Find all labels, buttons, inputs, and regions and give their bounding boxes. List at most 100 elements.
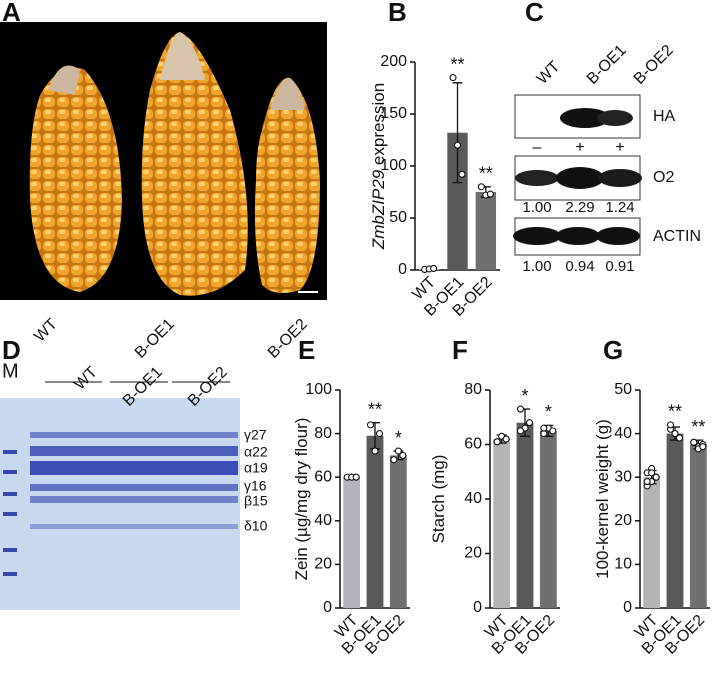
blot-row-label: HA [653, 108, 676, 125]
bar [666, 433, 684, 608]
actin-ratio: 0.94 [565, 258, 594, 275]
blot-band [598, 169, 642, 187]
y-tick-label: 150 [380, 105, 407, 122]
data-point [643, 478, 651, 486]
y-tick-label: 20 [614, 512, 632, 529]
significance: * [395, 428, 402, 448]
band-label: β15 [244, 493, 268, 509]
treatment: – [533, 139, 542, 156]
lane-label: B-OE2 [631, 42, 677, 88]
y-axis-label: 100-kernel weight (g) [593, 419, 612, 579]
photo-label: WT [31, 316, 61, 346]
o2-ratio: 1.00 [522, 199, 551, 216]
y-tick-label: 40 [464, 490, 482, 507]
panel-label: F [452, 335, 468, 365]
bar [516, 422, 534, 608]
significance: * [545, 402, 552, 422]
lane-label: WT [71, 364, 101, 394]
panel-label: A [2, 0, 21, 27]
data-point [399, 451, 407, 459]
y-tick-label: 200 [380, 53, 407, 70]
lane-label: B-OE1 [584, 42, 630, 88]
y-tick-label: 0 [323, 599, 332, 616]
blot-band [597, 110, 633, 126]
marker-label: M [2, 360, 19, 382]
y-axis-label-text: 100-kernel weight (g) [593, 419, 612, 579]
data-point [648, 469, 656, 477]
data-point [671, 430, 679, 438]
y-axis-label: ZmbZIP29 expression [369, 83, 388, 250]
y-tick-label: 0 [623, 599, 632, 616]
significance: ** [450, 54, 464, 74]
blot-band [560, 108, 610, 128]
treatment: + [615, 139, 624, 156]
y-axis-label: Starch (mg) [429, 455, 448, 544]
blot-row-label: O2 [653, 169, 674, 186]
panel-label: E [298, 335, 315, 365]
corn-tip [270, 77, 305, 110]
data-point [394, 447, 402, 455]
actin-ratio: 1.00 [522, 258, 551, 275]
blot-row-label: ACTIN [653, 228, 701, 245]
y-tick-label: 30 [614, 468, 632, 485]
y-tick-label: 20 [314, 556, 332, 573]
data-point [453, 141, 462, 149]
gel [0, 398, 240, 610]
panel-label: G [603, 335, 623, 365]
panel-label: C [525, 0, 544, 27]
o2-ratio: 2.29 [565, 199, 594, 216]
y-axis-label-gene: ZmbZIP29 [369, 169, 388, 250]
data-point [516, 427, 525, 435]
y-axis-label-text: Starch (mg) [429, 455, 448, 544]
y-tick-label: 0 [473, 599, 482, 616]
y-tick-label: 40 [614, 425, 632, 442]
bar [343, 477, 361, 608]
band-label: α22 [244, 444, 268, 460]
y-tick-label: 0 [398, 261, 407, 278]
y-tick-label: 10 [614, 556, 632, 573]
y-tick-label: 60 [314, 468, 332, 485]
y-axis-label-text: Zein (µg/mg dry flour) [292, 418, 311, 581]
corn-tip [48, 65, 80, 95]
data-point [486, 190, 494, 198]
blot-band [513, 227, 561, 245]
data-point [699, 443, 707, 451]
band-label: γ27 [244, 427, 267, 443]
corn-ear [141, 32, 248, 296]
y-tick-label: 80 [314, 425, 332, 442]
data-point [449, 74, 457, 82]
band-label: δ10 [244, 518, 268, 534]
data-point [525, 419, 534, 427]
lane-label: WT [534, 58, 564, 88]
y-tick-label: 60 [464, 436, 482, 453]
data-point [371, 447, 379, 455]
band-label: α19 [244, 460, 268, 476]
data-point [375, 430, 384, 438]
blot-band [556, 167, 604, 189]
y-tick-label: 100 [305, 381, 332, 398]
data-point [502, 435, 510, 443]
corn-ear [29, 67, 122, 293]
data-point [652, 473, 660, 481]
bar [447, 132, 468, 270]
significance: ** [368, 399, 382, 419]
band-label: γ16 [244, 478, 267, 494]
actin-ratio: 0.91 [605, 258, 634, 275]
error-bar [452, 82, 463, 184]
bar [689, 444, 707, 608]
data-point [666, 421, 675, 429]
blot-band [556, 227, 600, 245]
bar [366, 435, 384, 608]
bar [643, 477, 661, 608]
gel-bands [3, 432, 238, 576]
photo-label: B-OE1 [132, 316, 178, 362]
significance: ** [479, 164, 493, 184]
o2-ratio: 1.24 [605, 199, 634, 216]
data-point [516, 405, 525, 413]
bar [539, 430, 557, 608]
blot-band [596, 227, 640, 245]
y-axis-label-text: expression [369, 83, 388, 165]
bar [389, 455, 407, 608]
panel-label: B [388, 0, 407, 27]
